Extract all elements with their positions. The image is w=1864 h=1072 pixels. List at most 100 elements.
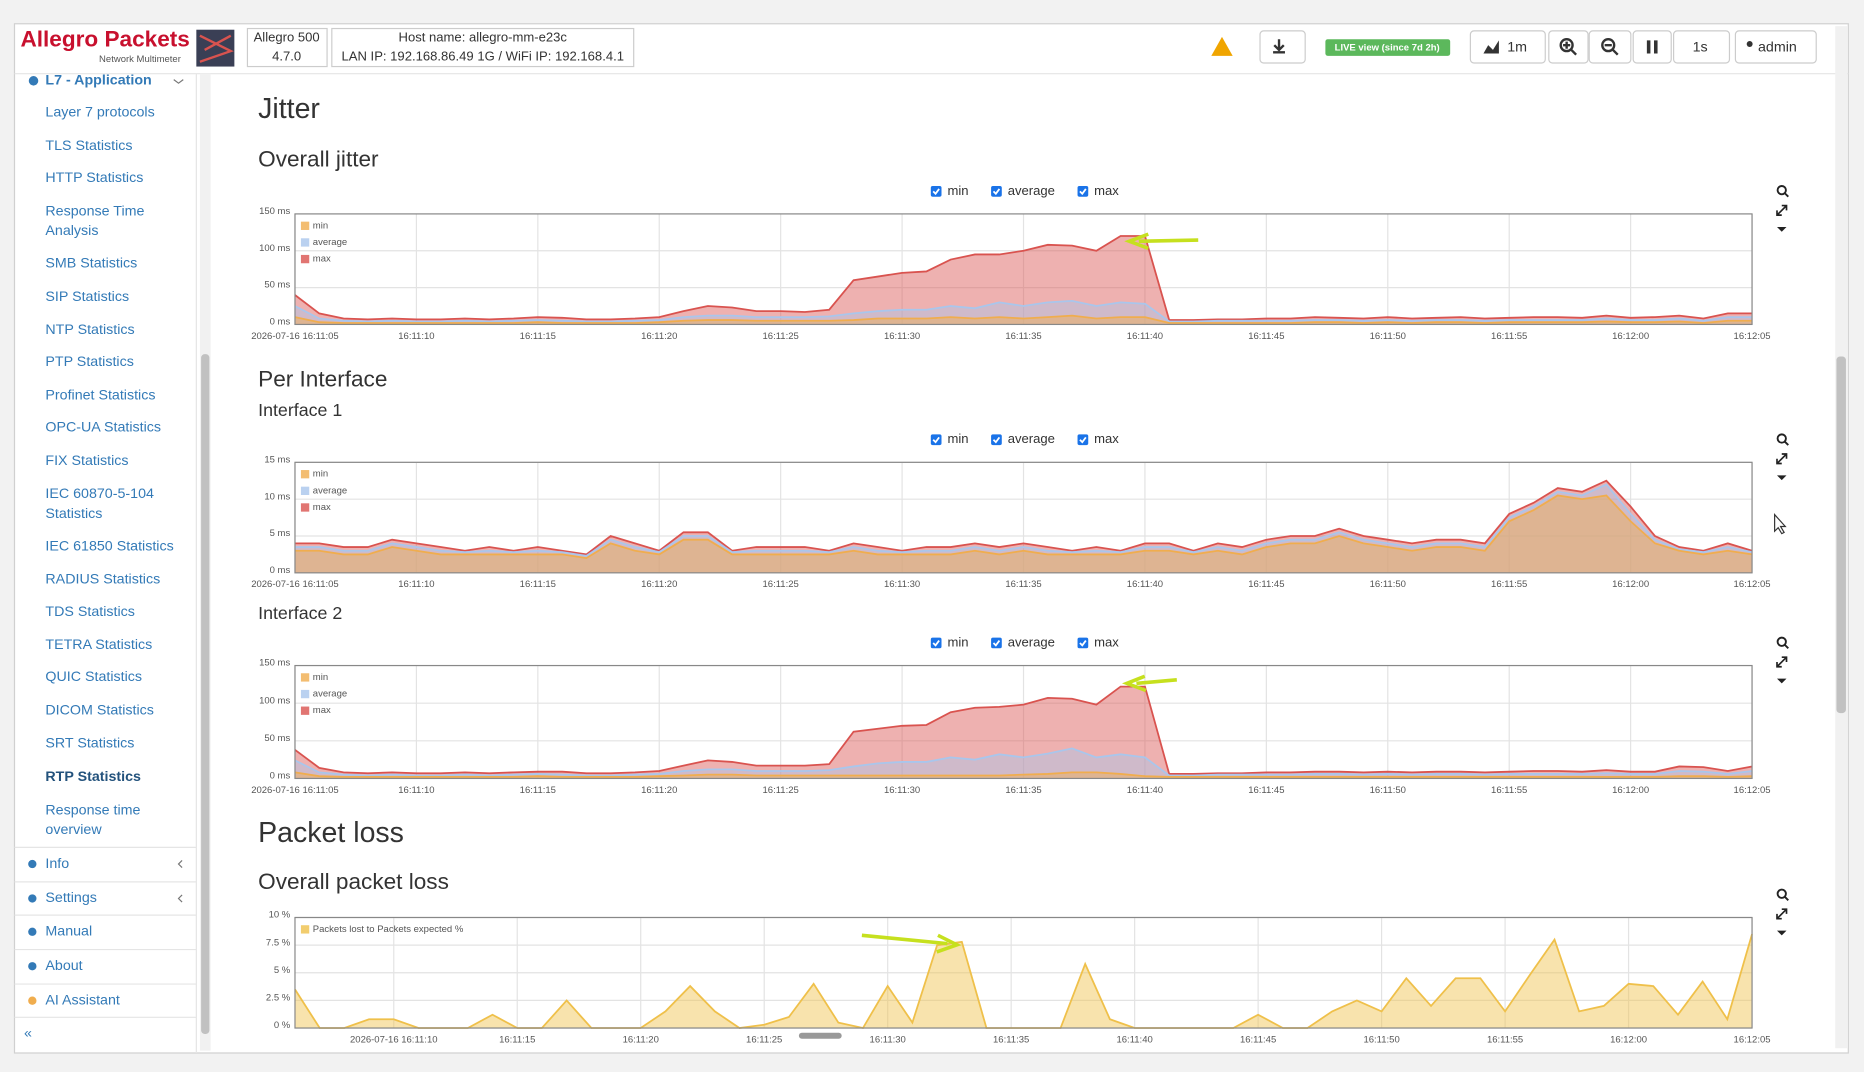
page-scroll-thumb[interactable] [1836, 356, 1846, 714]
x-tick-label: 16:11:30 [884, 331, 920, 342]
menu-tool[interactable] [1777, 475, 1787, 481]
legend-label[interactable]: max [1094, 634, 1119, 649]
x-tick-label: 16:11:15 [520, 579, 556, 590]
legend-checkbox[interactable] [991, 637, 1002, 649]
legend-checkbox[interactable] [1077, 434, 1089, 446]
zoom-in-button[interactable] [1548, 30, 1589, 64]
nav-item[interactable]: TETRA Statistics [45, 637, 152, 653]
nav-item[interactable]: IEC 60870-5-104 [45, 486, 154, 502]
legend-checkbox[interactable] [930, 434, 942, 446]
x-tick-label: 16:11:20 [641, 579, 677, 590]
nav-item[interactable]: Settings [45, 890, 97, 906]
device: Allegro 500 [254, 29, 320, 44]
legend-label[interactable]: average [1008, 431, 1055, 446]
scroll-thumb[interactable] [201, 354, 210, 1034]
legend-checkbox[interactable] [991, 434, 1002, 446]
y-tick-label: 5 % [274, 965, 291, 976]
section-title[interactable]: L7 - Application [45, 73, 151, 89]
user-button[interactable] [1734, 30, 1817, 64]
nav-item[interactable]: OPC-UA Statistics [45, 420, 161, 436]
legend-label[interactable]: average [1008, 634, 1055, 649]
area [294, 686, 1753, 779]
legend-label[interactable]: min [947, 183, 968, 198]
zoom-tool[interactable] [1776, 433, 1787, 444]
y-tick-label: 10 ms [264, 491, 290, 502]
nav-item[interactable]: Analysis [45, 223, 98, 239]
nav-item[interactable]: SIP Statistics [45, 289, 129, 305]
legend-swatch [300, 503, 310, 512]
series-line [294, 494, 1753, 560]
legend-checkbox[interactable] [991, 185, 1002, 197]
legend-checkbox[interactable] [1077, 637, 1089, 649]
reset-tool[interactable] [1776, 908, 1788, 920]
x-tick-label: 2026-07-16 16:11:10 [350, 1034, 438, 1045]
warning-icon[interactable] [1211, 36, 1233, 56]
menu-tool[interactable] [1777, 930, 1787, 936]
zoom-tool-handle [1784, 644, 1789, 649]
chart-icon [1483, 40, 1499, 54]
nav-item[interactable]: RTP Statistics [45, 769, 141, 785]
nav-item[interactable]: DICOM Statistics [45, 702, 153, 718]
pause-button[interactable] [1632, 30, 1672, 64]
legend-label[interactable]: max [1094, 183, 1119, 198]
nav-item[interactable]: TDS Statistics [45, 604, 134, 620]
nav-item[interactable]: FIX Statistics [45, 453, 128, 469]
nav-item[interactable]: SMB Statistics [45, 256, 137, 272]
collapse[interactable]: « [24, 1026, 32, 1042]
annotation-arrow [1124, 232, 1199, 251]
nav-item[interactable]: SRT Statistics [45, 736, 134, 752]
x-tick-label: 16:11:50 [1370, 331, 1406, 342]
refresh-button[interactable] [1673, 30, 1731, 64]
nav-item[interactable]: IEC 61850 Statistics [45, 538, 173, 554]
nav-item[interactable]: Response time [45, 802, 140, 818]
zoom-tool[interactable] [1776, 888, 1787, 899]
zoom-tool[interactable] [1776, 185, 1787, 196]
legend-checkbox[interactable] [1077, 185, 1089, 197]
legend-label[interactable]: max [1094, 431, 1119, 446]
legend-swatch [300, 221, 310, 230]
chart-title: Interface 1 [258, 400, 342, 420]
x-tick-label: 16:11:15 [520, 785, 556, 796]
reset-tool[interactable] [1776, 656, 1788, 668]
nav-item[interactable]: Layer 7 protocols [45, 105, 154, 121]
legend-label[interactable]: average [1008, 183, 1055, 198]
zoom-out-button[interactable] [1588, 30, 1632, 64]
y-tick-label: 150 ms [259, 206, 290, 217]
legend-label[interactable]: min [947, 634, 968, 649]
download-icon [1273, 39, 1285, 54]
interval[interactable]: 1m [1507, 39, 1527, 55]
nav-item[interactable]: AI Assistant [45, 992, 119, 1008]
nav-item[interactable]: TLS Statistics [45, 138, 132, 154]
legend-checkbox[interactable] [930, 185, 942, 197]
x-tick-label: 16:11:30 [884, 785, 920, 796]
menu-tool[interactable] [1777, 678, 1787, 684]
nav-item[interactable]: HTTP Statistics [45, 170, 143, 186]
h-scroll-thumb[interactable] [798, 1032, 842, 1039]
refresh[interactable]: 1s [1693, 39, 1708, 55]
menu-tool[interactable] [1777, 226, 1787, 232]
reset-tool[interactable] [1776, 453, 1788, 465]
zoom-tool[interactable] [1776, 636, 1787, 647]
nav-item[interactable]: QUIC Statistics [45, 669, 142, 685]
nav-item[interactable]: About [45, 958, 82, 974]
nav-item[interactable]: Info [45, 856, 69, 872]
x-tick-label: 16:11:25 [746, 1034, 782, 1045]
user[interactable]: admin [1758, 39, 1797, 55]
interval-button[interactable] [1469, 30, 1546, 64]
nav-item[interactable]: NTP Statistics [45, 322, 134, 338]
nav-item[interactable]: Response Time [45, 203, 144, 219]
legend-label[interactable]: min [947, 431, 968, 446]
x-tick-label: 16:11:20 [623, 1034, 659, 1045]
x-tick-label: 16:12:00 [1612, 331, 1649, 342]
nav-item[interactable]: Profinet Statistics [45, 388, 155, 404]
x-tick-label: 16:11:30 [870, 1034, 906, 1045]
y-tick-label: 50 ms [264, 733, 290, 744]
nav-item[interactable]: Manual [45, 924, 92, 940]
x-tick-label: 16:11:40 [1127, 579, 1163, 590]
nav-item[interactable]: PTP Statistics [45, 354, 133, 370]
legend-checkbox[interactable] [930, 637, 942, 649]
nav-item[interactable]: Statistics [45, 506, 102, 522]
reset-tool[interactable] [1776, 204, 1788, 216]
nav-item[interactable]: RADIUS Statistics [45, 572, 160, 588]
nav-item[interactable]: overview [45, 822, 102, 838]
